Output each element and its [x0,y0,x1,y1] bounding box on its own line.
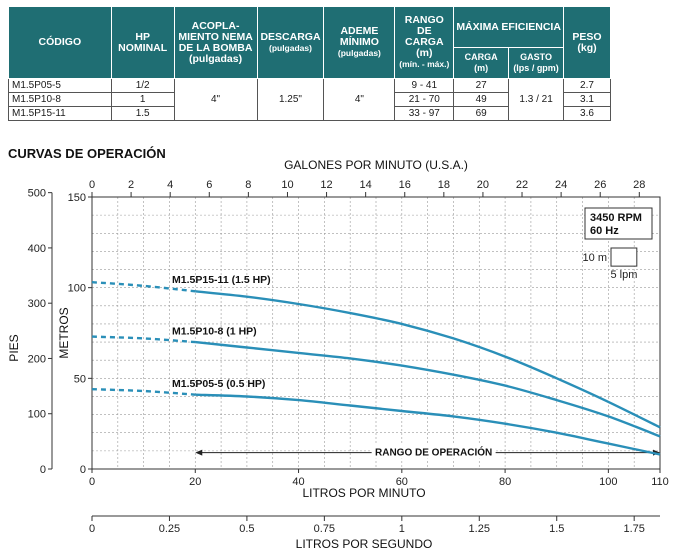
top-axis-tick-label: 28 [633,179,645,191]
operating-range-label: RANGO DE OPERACIÓN [375,446,492,459]
info-box [584,207,653,240]
table-header-row: CÓDIGO HP NOMINAL ACOPLA-MIENTO NEMA DE … [8,6,611,79]
scale-legend-vertical: 10 m [583,252,607,264]
ft-axis-tick-label: 200 [28,353,46,365]
series-label: M1.5P10-8 (1 HP) [172,325,257,337]
lps-axis-tick-label: 1.5 [549,523,564,535]
top-axis-tick-label: 20 [477,179,489,191]
x-axis-tick-label: 110 [651,476,669,488]
series-1-curve [195,340,661,438]
cell-ademe: 4" [323,78,396,121]
lps-axis-title: LITROS POR SEGUNDO [296,537,433,551]
table-row: M1.5P05-5 1/2 4" 1.25" 4" 9 - 41 27 1.3 … [8,78,611,121]
x-axis-tick-label: 0 [89,476,95,488]
x-axis-title: LITROS POR MINUTO [302,486,425,500]
lps-axis-tick-label: 1.25 [469,523,490,535]
lps-axis-tick-label: 0.5 [239,523,254,535]
series-0-dashed-segment [91,281,196,293]
top-axis-tick-label: 12 [320,179,332,191]
cell-rango: 33 - 97 [394,106,455,121]
ft-axis-title: PIES [7,334,21,361]
header-ademe: ADEME MÍNIMO (pulgadas) [323,6,396,79]
header-descarga: DESCARGA (pulgadas) [256,6,325,79]
header-hp: HP NOMINAL [110,6,175,79]
cell-carga: 69 [453,106,510,121]
cell-hp: 1.5 [110,106,175,121]
top-axis-tick-label: 6 [206,179,212,191]
top-axis-tick-label: 24 [555,179,567,191]
cell-acople: 4" [173,78,258,121]
table-row: M1.5P10-8 1 21 - 70 49 3.1 [8,92,611,107]
scale-legend-horizontal: 5 lpm [610,269,637,281]
operating-range-label-bg [371,444,496,459]
lps-axis-tick-label: 0.25 [159,523,180,535]
operating-range-arrow-left [195,449,203,456]
header-acople: ACOPLA-MIENTO NEMA DE LA BOMBA (pulgadas) [173,6,258,79]
top-axis-tick-label: 16 [399,179,411,191]
x-axis-tick-label: 80 [499,476,511,488]
x-axis-tick-label: 60 [396,476,408,488]
x-axis-tick-label: 100 [599,476,617,488]
plot-frame [91,196,661,470]
top-axis-tick-label: 26 [594,179,606,191]
series-2-curve [195,393,661,456]
series-2-dashed-segment [91,388,196,396]
top-axis-tick-label: 14 [360,179,372,191]
y-axis-title: METROS [57,307,71,358]
lps-axis-tick-label: 0.75 [314,523,335,535]
specs-table: CÓDIGO HP NOMINAL ACOPLA-MIENTO NEMA DE … [8,6,611,121]
ft-axis-tick-label: 400 [28,243,46,255]
cell-gasto: 1.3 / 21 [508,78,565,121]
info-speed: 3450 RPM [590,212,642,224]
lps-axis-tick-label: 1 [399,523,405,535]
cell-descarga: 1.25" [256,78,325,121]
series-label: M1.5P05-5 (0.5 HP) [172,378,265,390]
info-frequency: 60 Hz [590,225,619,237]
x-axis-tick-label: 40 [292,476,304,488]
section-title: CURVAS DE OPERACIÓN [8,146,166,161]
lps-axis-tick-label: 0 [89,523,95,535]
series-0-curve [195,290,661,429]
top-axis-tick-label: 2 [128,179,134,191]
top-axis-title: GALONES POR MINUTO (U.S.A.) [284,158,468,172]
top-axis-tick-label: 0 [89,179,95,191]
ft-axis-tick-label: 0 [40,464,46,476]
y-axis-tick-label: 150 [68,192,86,204]
scale-legend-cell [610,247,638,267]
header-eficiencia: MÁXIMA EFICIENCIA [453,6,565,48]
header-codigo: CÓDIGO [8,6,112,79]
header-rango: RANGO DE CARGA (m) (mín. - máx.) [394,6,455,79]
top-axis-tick-label: 22 [516,179,528,191]
table-subheader-row: CARGA (m) GASTO (lps / gpm) [9,47,611,79]
header-gasto: GASTO (lps / gpm) [508,47,565,79]
top-axis-tick-label: 8 [245,179,251,191]
y-axis-tick-label: 50 [74,373,86,385]
y-axis-tick-label: 100 [68,283,86,295]
header-carga: CARGA (m) [453,47,510,79]
ft-axis-tick-label: 500 [28,188,46,200]
ft-axis-tick-label: 100 [28,409,46,421]
series-1-dashed-segment [91,335,196,344]
top-axis-tick-label: 10 [281,179,293,191]
top-axis-tick-label: 4 [167,179,173,191]
header-peso: PESO (kg) [563,6,611,79]
y-axis-tick-label: 0 [80,464,86,476]
table-row: M1.5P15-11 1.5 33 - 97 69 3.6 [8,106,611,121]
lps-axis-tick-label: 1.75 [623,523,644,535]
x-axis-tick-label: 20 [189,476,201,488]
cell-peso: 3.6 [563,106,611,121]
ft-axis-tick-label: 300 [28,298,46,310]
series-label: M1.5P15-11 (1.5 HP) [172,274,271,286]
top-axis-tick-label: 18 [438,179,450,191]
